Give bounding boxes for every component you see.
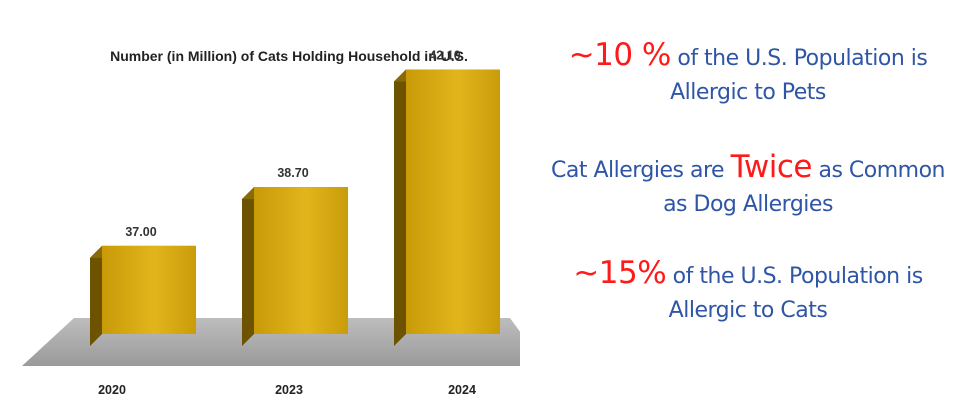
bar-side: [242, 187, 254, 346]
fact-highlight: ~10 %: [568, 37, 672, 73]
data-label: 37.00: [125, 225, 156, 239]
fact-cat-allergy: ~15% of the U.S. Population is Allergic …: [520, 256, 976, 328]
fact-line: Cat Allergies are Twice as Common: [520, 150, 976, 188]
x-axis-ticks: 2020 2023 2024: [98, 383, 476, 397]
x-tick-label: 2023: [275, 383, 303, 397]
bar-2023: [242, 187, 348, 346]
bar-2024: [394, 69, 500, 347]
fact-line-2: Allergic to Cats: [668, 298, 828, 323]
x-tick-label: 2020: [98, 383, 126, 397]
bar-chart: Number (in Million) of Cats Holding Hous…: [22, 48, 520, 397]
fact-line-2: Allergic to Pets: [670, 80, 826, 105]
fact-highlight: Twice: [730, 149, 813, 185]
data-label: 42.10: [429, 49, 460, 63]
bar-side: [394, 69, 406, 347]
bar-front: [406, 69, 500, 335]
fact-text: as Common: [811, 158, 945, 183]
fact-cat-vs-dog: Cat Allergies are Twice as Common as Dog…: [520, 150, 976, 222]
bar-front: [102, 245, 196, 334]
fact-line-2: as Dog Allergies: [663, 192, 833, 217]
bar-front: [254, 187, 348, 334]
fact-text: of the U.S. Population is: [670, 46, 928, 71]
chart-title: Number (in Million) of Cats Holding Hous…: [110, 48, 468, 64]
bars-group: 37.00 38.70 42.10: [90, 49, 500, 347]
fact-line: ~15% of the U.S. Population is: [520, 256, 976, 294]
fact-line: ~10 % of the U.S. Population is: [520, 38, 976, 76]
data-label: 38.70: [277, 166, 308, 180]
bar-2020: [90, 245, 196, 346]
fact-highlight: ~15%: [573, 255, 667, 291]
x-tick-label: 2024: [448, 383, 476, 397]
fact-pet-allergy: ~10 % of the U.S. Population is Allergic…: [520, 38, 976, 110]
fact-text: of the U.S. Population is: [666, 264, 924, 289]
fact-text: Cat Allergies are: [551, 158, 731, 183]
bar-side: [90, 245, 102, 346]
